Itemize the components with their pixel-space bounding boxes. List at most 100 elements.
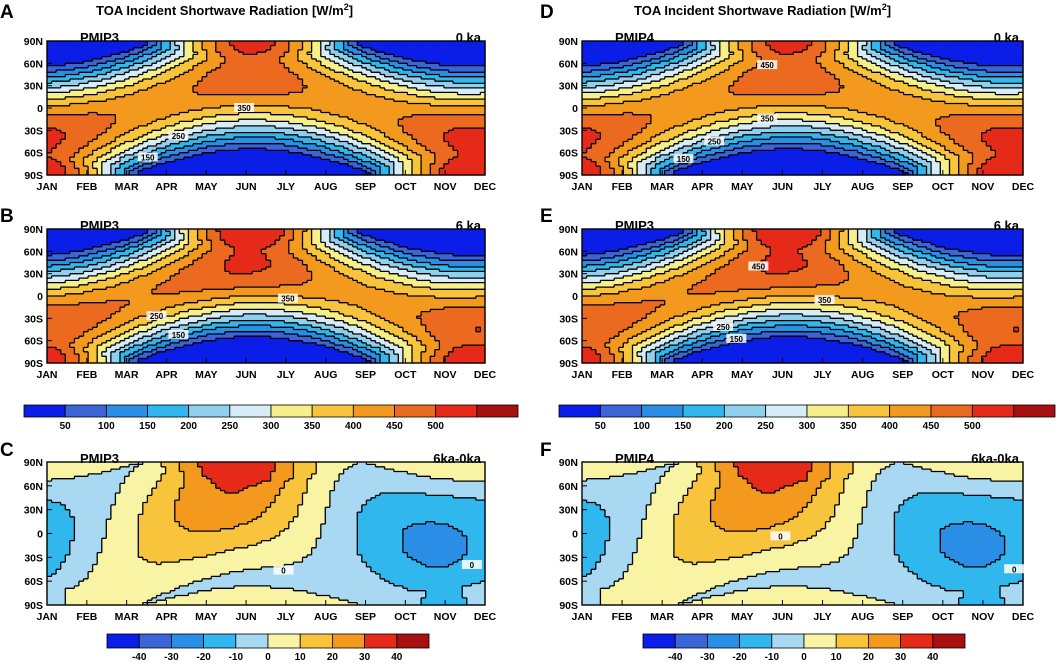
heatmap-cell	[110, 78, 117, 82]
heatmap-cell	[361, 76, 367, 80]
heatmap-cell	[462, 65, 468, 69]
heatmap-cell	[183, 49, 190, 53]
heatmap-cell	[238, 41, 244, 44]
heatmap-cell	[270, 54, 276, 58]
heatmap-cell	[247, 76, 253, 80]
heatmap-cell	[193, 61, 199, 64]
heatmap-cell	[220, 70, 226, 73]
heatmap-cell	[475, 61, 482, 64]
heatmap-cell	[384, 41, 390, 44]
heatmap-cell	[416, 43, 422, 47]
heatmap-cell	[339, 58, 345, 62]
heatmap-cell	[302, 67, 308, 71]
heatmap-cell	[151, 58, 158, 62]
heatmap-cell	[247, 67, 253, 71]
heatmap-cell	[402, 61, 409, 64]
heatmap-cell	[375, 76, 381, 80]
heatmap-cell	[243, 78, 249, 82]
heatmap-cell	[430, 81, 436, 85]
heatmap-cell	[311, 47, 317, 51]
heatmap-cell	[339, 49, 345, 53]
heatmap-cell	[202, 52, 208, 55]
heatmap-cell	[279, 49, 285, 53]
heatmap-cell	[366, 56, 372, 60]
heatmap-cell	[297, 61, 304, 64]
heatmap-cell	[247, 52, 253, 55]
heatmap-cell	[165, 67, 171, 71]
heatmap-cell	[430, 43, 436, 47]
heatmap-cell	[270, 61, 276, 64]
heatmap-cell	[151, 56, 158, 60]
heatmap-cell	[120, 45, 126, 49]
heatmap-cell	[224, 52, 231, 55]
heatmap-cell	[302, 78, 308, 82]
heatmap-cell	[316, 52, 322, 55]
heatmap-cell	[60, 49, 66, 53]
heatmap-cell	[78, 47, 85, 51]
heatmap-cell	[416, 74, 422, 78]
heatmap-cell	[307, 45, 313, 49]
heatmap-cell	[389, 52, 395, 55]
heatmap-cell	[179, 72, 185, 76]
heatmap-cell	[106, 45, 112, 49]
heatmap-cell	[357, 74, 363, 78]
heatmap-cell	[339, 52, 345, 55]
heatmap-cell	[329, 47, 336, 51]
heatmap-cell	[174, 63, 180, 67]
heatmap-cell	[78, 72, 85, 76]
heatmap-cell	[384, 49, 390, 53]
heatmap-cell	[179, 43, 185, 47]
heatmap-cell	[69, 65, 75, 69]
heatmap-cell	[88, 58, 94, 62]
heatmap-cell	[453, 81, 459, 85]
heatmap-cell	[361, 41, 367, 44]
heatmap-cell	[307, 67, 313, 71]
heatmap-cell	[60, 47, 66, 51]
heatmap-cell	[325, 67, 331, 71]
heatmap-cell	[275, 74, 281, 78]
heatmap-cell	[462, 47, 468, 51]
heatmap-cell	[229, 70, 235, 73]
heatmap-cell	[92, 83, 98, 87]
heatmap-cell	[380, 43, 386, 47]
heatmap-cell	[56, 56, 62, 60]
heatmap-cell	[120, 58, 126, 62]
heatmap-cell	[120, 67, 126, 71]
heatmap-cell	[256, 70, 263, 73]
heatmap-cell	[284, 67, 290, 71]
heatmap-cell	[161, 72, 167, 76]
heatmap-cell	[380, 70, 386, 73]
heatmap-cell	[69, 41, 75, 44]
heatmap-cell	[51, 58, 57, 62]
heatmap-cell	[384, 56, 390, 60]
heatmap-cell	[448, 70, 454, 73]
heatmap-cell	[56, 65, 62, 69]
heatmap-cell	[343, 72, 349, 76]
heatmap-cell	[430, 78, 436, 82]
heatmap-cell	[466, 81, 472, 85]
heatmap-cell	[220, 83, 226, 87]
heatmap-cell	[416, 70, 422, 73]
heatmap-cell	[124, 54, 130, 58]
heatmap-cell	[462, 70, 468, 73]
heatmap-cell	[202, 47, 208, 51]
heatmap-cell	[193, 72, 199, 76]
heatmap-cell	[297, 54, 304, 58]
heatmap-cell	[311, 63, 317, 67]
fig-title-main: TOA Incident Shortwave Radiation [W/m	[634, 3, 882, 18]
heatmap-cell	[407, 63, 413, 67]
heatmap-cell	[316, 70, 322, 73]
heatmap-cell	[174, 74, 180, 78]
heatmap-cell	[266, 81, 272, 85]
heatmap-cell	[142, 81, 148, 85]
heatmap-cell	[247, 65, 253, 69]
heatmap-cell	[284, 54, 290, 58]
heatmap-cell	[206, 52, 212, 55]
heatmap-cell	[97, 65, 103, 69]
heatmap-cell	[357, 67, 363, 71]
heatmap-cell	[65, 63, 71, 67]
heatmap-cell	[188, 41, 194, 44]
heatmap-cell	[161, 58, 167, 62]
heatmap-cell	[266, 54, 272, 58]
heatmap-cell	[179, 47, 185, 51]
